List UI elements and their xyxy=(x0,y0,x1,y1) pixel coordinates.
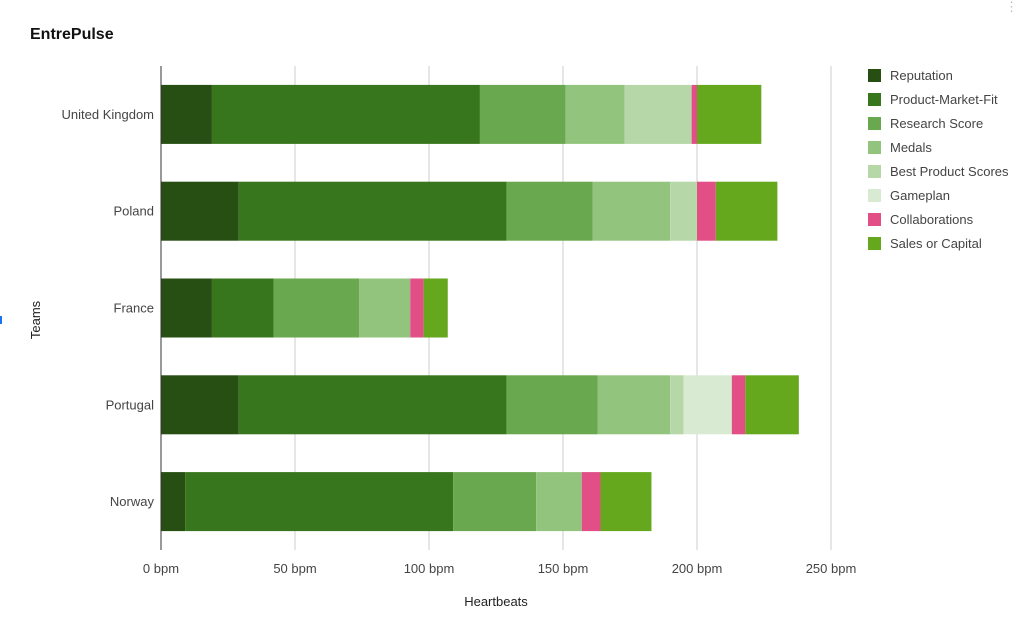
legend-item: Collaborations xyxy=(868,207,1009,231)
x-tick-label: 100 bpm xyxy=(404,561,455,576)
bar-segment xyxy=(453,472,537,532)
chart-title: EntrePulse xyxy=(30,26,114,43)
bar-segment xyxy=(581,472,601,532)
bar-segment xyxy=(161,84,212,144)
bar-segment xyxy=(697,84,762,144)
legend-swatch xyxy=(868,93,881,107)
legend-item: Sales or Capital xyxy=(868,231,1009,255)
bar-segment xyxy=(161,181,239,241)
legend-label: Collaborations xyxy=(890,211,974,227)
legend-label: Product-Market-Fit xyxy=(890,92,998,108)
legend-swatch xyxy=(868,188,881,202)
legend-label: Gameplan xyxy=(890,187,950,203)
selection-marker xyxy=(0,316,2,324)
bar-segment xyxy=(423,278,448,338)
bar-segment xyxy=(185,472,454,532)
bar-segment xyxy=(745,375,799,435)
bar-segment xyxy=(600,472,652,532)
bar-segment xyxy=(670,181,697,241)
bar-segment xyxy=(506,375,598,435)
y-axis-title: Teams xyxy=(28,300,43,339)
legend-swatch xyxy=(868,236,881,250)
bar-segment xyxy=(211,278,274,338)
legend-label: Best Product Scores xyxy=(890,164,1009,179)
bar-segment xyxy=(479,84,566,144)
legend-swatch xyxy=(868,165,881,178)
y-tick-label: Poland xyxy=(114,204,154,219)
legend-swatch xyxy=(868,117,881,131)
bar-segment xyxy=(670,375,684,435)
bar-segment xyxy=(161,472,186,532)
bar-segment xyxy=(731,375,746,435)
x-tick-label: 50 bpm xyxy=(273,561,316,576)
bar-segment xyxy=(359,278,411,338)
legend-item: Medals xyxy=(868,136,1009,160)
bar-segment xyxy=(238,375,507,435)
legend-swatch xyxy=(868,212,881,226)
more-options-icon[interactable]: ⋮ xyxy=(1005,0,1018,14)
bar-segment xyxy=(592,181,671,241)
legend-item: Reputation xyxy=(868,64,1009,88)
legend-item: Research Score xyxy=(868,112,1009,136)
bar-segment xyxy=(536,472,582,532)
bar-segment xyxy=(691,84,697,144)
legend-label: Research Score xyxy=(890,116,984,132)
x-tick-label: 0 bpm xyxy=(143,561,179,576)
legend-label: Reputation xyxy=(890,68,953,84)
x-tick-label: 250 bpm xyxy=(806,561,857,576)
bar-segment xyxy=(211,84,480,144)
bar-segment xyxy=(565,84,625,144)
y-tick-label: United Kingdom xyxy=(62,107,155,122)
legend-swatch xyxy=(868,141,881,155)
legend-item: Product-Market-Fit xyxy=(868,88,1009,112)
bar-segment xyxy=(273,278,360,338)
y-tick-label: France xyxy=(114,301,154,316)
y-tick-label: Norway xyxy=(110,494,155,509)
bar-segment xyxy=(697,181,716,241)
bar-segment xyxy=(597,375,671,435)
legend-item: Best Product Scores xyxy=(868,160,1009,184)
bar-segment xyxy=(161,278,212,338)
bar-segment xyxy=(161,375,239,435)
bar-segment xyxy=(506,181,593,241)
bar-segment xyxy=(624,84,692,144)
bar-segment xyxy=(715,181,778,241)
legend-swatch xyxy=(868,69,881,83)
bar-segment xyxy=(238,181,507,241)
legend-label: Medals xyxy=(890,140,932,156)
y-tick-label: Portugal xyxy=(106,397,155,412)
bar-segment xyxy=(683,375,732,435)
legend-label: Sales or Capital xyxy=(890,235,982,251)
legend: Reputation Product-Market-Fit Research Sco… xyxy=(868,64,1009,255)
x-axis-title: Heartbeats xyxy=(464,594,528,609)
legend-item: Gameplan xyxy=(868,183,1009,207)
bar-segment xyxy=(410,278,424,338)
x-tick-label: 150 bpm xyxy=(538,561,589,576)
x-tick-label: 200 bpm xyxy=(672,561,723,576)
